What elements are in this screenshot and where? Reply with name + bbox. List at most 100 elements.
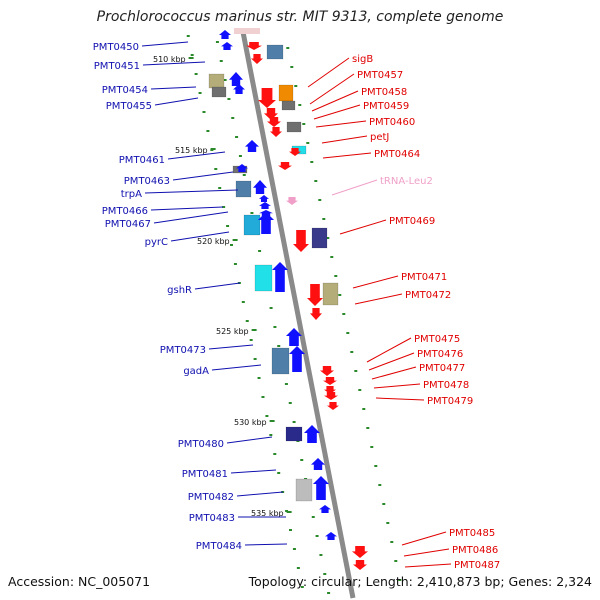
gene-label-right: petJ	[370, 132, 389, 143]
leader-line	[208, 344, 254, 350]
gene-label-right: sigB	[352, 54, 373, 65]
reverse-gene-arrow	[320, 366, 334, 376]
gene-block	[278, 84, 294, 102]
gene-block	[285, 426, 303, 442]
gene-label-right: PMT0469	[389, 216, 435, 227]
leader-line	[368, 352, 415, 371]
gene-block	[211, 86, 227, 98]
gene-block	[266, 44, 284, 60]
gene-block	[311, 227, 328, 249]
leader-line	[172, 171, 234, 181]
gene-block	[235, 180, 252, 198]
forward-gene-arrow	[229, 72, 243, 86]
leader-line	[366, 337, 412, 363]
gene-label-left: trpA	[121, 189, 142, 200]
leader-line	[321, 135, 368, 144]
ruler-label: 515 kbp	[175, 146, 208, 155]
gene-label-left: PMT0455	[106, 101, 152, 112]
leader-line	[311, 90, 359, 112]
reverse-gene-arrow	[286, 197, 298, 205]
gene-label-right: PMT0472	[405, 290, 451, 301]
forward-gene-arrow	[233, 84, 245, 94]
forward-gene-arrow	[319, 505, 331, 513]
forward-gene-arrow	[304, 425, 320, 443]
gene-label-right: PMT0471	[401, 272, 447, 283]
leader-line	[244, 543, 288, 546]
leader-line	[226, 436, 273, 444]
gene-label-right: PMT0487	[454, 560, 500, 571]
forward-gene-arrow	[221, 42, 233, 50]
leader-line	[142, 61, 206, 66]
gene-label-left: PMT0484	[196, 541, 242, 552]
forward-gene-arrow	[236, 164, 248, 172]
ruler-label: 520 kbp	[197, 237, 230, 246]
forward-gene-arrow	[259, 202, 271, 209]
forward-gene-arrow	[245, 140, 259, 152]
leader-line	[404, 563, 452, 568]
leader-line	[352, 275, 399, 289]
reverse-gene-arrow	[307, 284, 323, 306]
reverse-gene-arrow	[293, 230, 309, 252]
gene-label-left: PMT0451	[94, 61, 140, 72]
reverse-gene-arrow	[289, 148, 301, 156]
leader-line	[315, 120, 367, 128]
reverse-gene-arrow	[352, 546, 368, 558]
leader-line	[313, 104, 361, 120]
forward-gene-arrow	[325, 532, 337, 540]
leader-line	[230, 469, 277, 474]
genome-backbone	[240, 31, 356, 599]
gene-label-left: PMT0463	[124, 176, 170, 187]
gene-label-right: PMT0457	[357, 70, 403, 81]
leader-line	[153, 211, 229, 224]
leader-line	[309, 73, 355, 105]
leader-line	[307, 57, 350, 88]
reverse-gene-arrow	[327, 402, 339, 410]
gene-block	[295, 478, 313, 502]
ruler-label: 535 kbp	[251, 509, 284, 518]
reverse-gene-arrow	[310, 308, 322, 320]
gene-label-left: PMT0467	[105, 219, 151, 230]
leader-line	[403, 548, 450, 557]
gene-label-left: PMT0466	[102, 206, 148, 217]
gene-label-right: PMT0486	[452, 545, 498, 556]
reverse-gene-arrow	[278, 162, 292, 170]
gene-label-right: PMT0460	[369, 117, 415, 128]
gene-label-left: PMT0483	[189, 513, 235, 524]
gene-label-right: PMT0476	[417, 349, 463, 360]
leader-line	[322, 152, 372, 159]
gene-label-left: gshR	[167, 285, 192, 296]
forward-gene-arrow	[258, 212, 274, 234]
leader-line	[354, 293, 403, 305]
gene-label-left: gadA	[183, 366, 209, 377]
map-title: Prochlorococcus marinus str. MIT 9313, c…	[96, 9, 504, 25]
gene-label-right: PMT0478	[423, 380, 469, 391]
ruler-label: 525 kbp	[216, 327, 249, 336]
gene-label-left: PMT0461	[119, 155, 165, 166]
backbone-top-marker	[234, 28, 260, 34]
ruler-label: 510 kbp	[153, 55, 186, 64]
forward-gene-arrow	[272, 262, 288, 292]
leader-line	[339, 219, 387, 235]
gene-label-right: PMT0479	[427, 396, 473, 407]
leader-line	[375, 397, 425, 401]
gene-block	[322, 282, 339, 306]
reverse-gene-arrow	[267, 117, 281, 127]
leader-line	[194, 282, 241, 290]
leader-line	[401, 531, 447, 546]
reverse-gene-arrow	[324, 392, 338, 400]
gene-block	[281, 100, 296, 111]
reverse-gene-arrow	[324, 386, 336, 394]
gene-label-right: PMT0485	[449, 528, 495, 539]
gene-label-left: PMT0482	[188, 492, 234, 503]
leader-line	[150, 86, 197, 90]
gene-block	[243, 214, 261, 236]
gene-label-right: PMT0464	[374, 149, 420, 160]
leader-line	[373, 383, 421, 389]
trna-label: tRNA-Leu2	[380, 176, 433, 187]
gene-block	[271, 347, 290, 375]
leader-line	[371, 366, 417, 380]
genome-summary: Topology: circular; Length: 2,410,873 bp…	[248, 574, 592, 589]
reverse-gene-arrow	[264, 108, 278, 120]
